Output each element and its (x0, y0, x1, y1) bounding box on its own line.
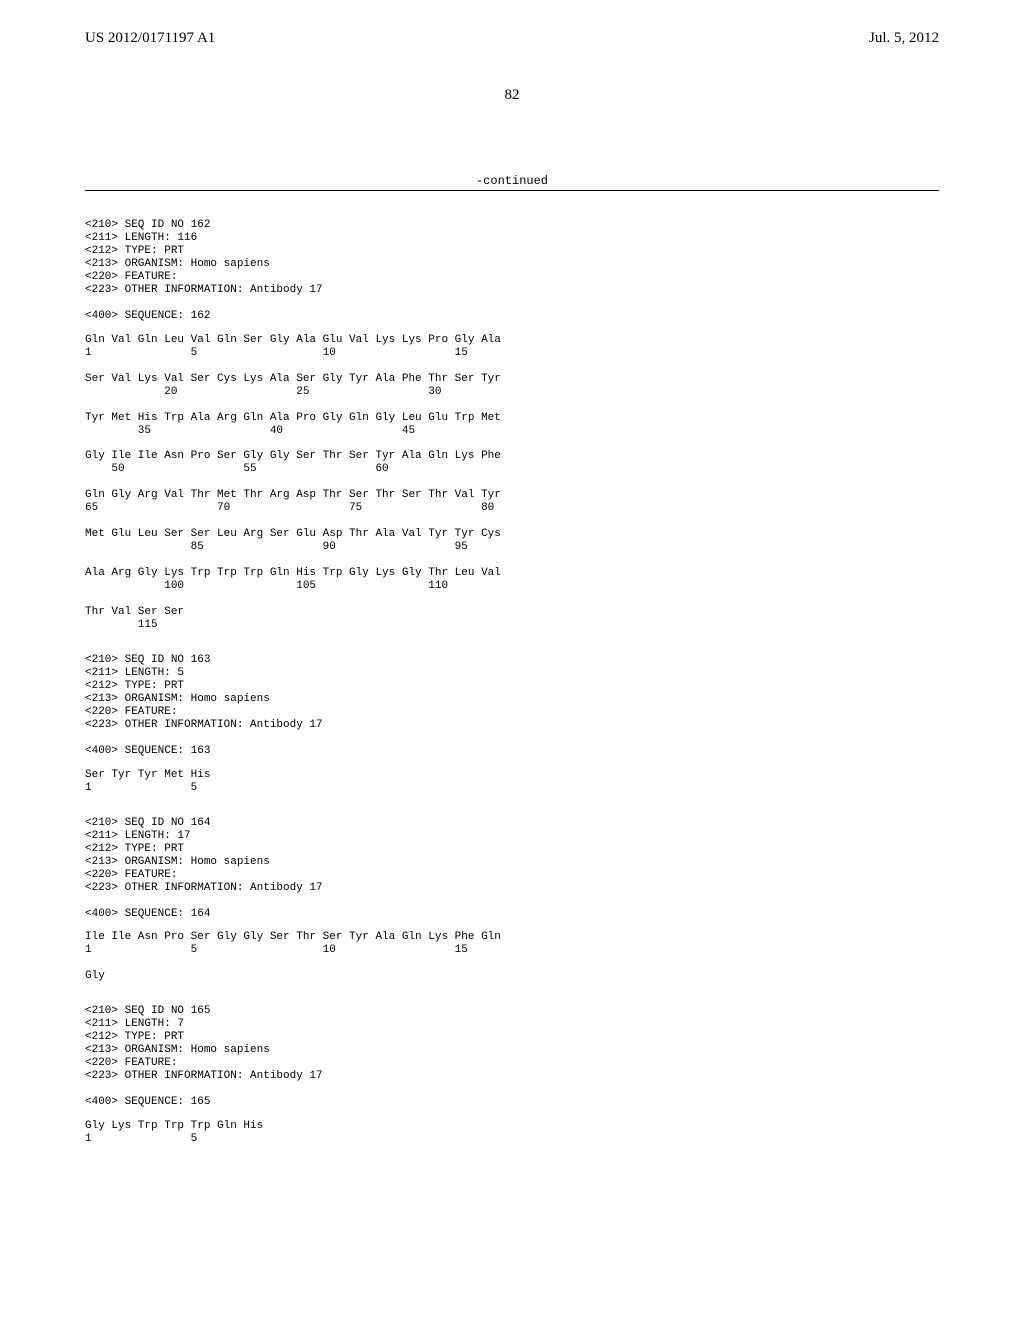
publication-date: Jul. 5, 2012 (869, 30, 939, 47)
page-header: US 2012/0171197 A1 Jul. 5, 2012 (85, 30, 939, 47)
sequence-meta: <210> SEQ ID NO 164 <211> LENGTH: 17 <21… (85, 817, 939, 921)
page-number: 82 (85, 87, 939, 104)
sequence-meta: <210> SEQ ID NO 165 <211> LENGTH: 7 <212… (85, 1005, 939, 1109)
continued-label: -continued (85, 174, 939, 188)
sequence-body: Gly Lys Trp Trp Trp Gln His 1 5 (85, 1120, 939, 1146)
sequence-body: Gln Val Gln Leu Val Gln Ser Gly Ala Glu … (85, 334, 939, 632)
sequence-entry: <210> SEQ ID NO 164 <211> LENGTH: 17 <21… (85, 817, 939, 984)
spacer (85, 1109, 939, 1120)
sequence-body: Ile Ile Asn Pro Ser Gly Gly Ser Thr Ser … (85, 931, 939, 983)
page: US 2012/0171197 A1 Jul. 5, 2012 82 -cont… (0, 0, 1024, 1320)
sequence-body: Ser Tyr Tyr Met His 1 5 (85, 769, 939, 795)
sequence-entry: <210> SEQ ID NO 163 <211> LENGTH: 5 <212… (85, 654, 939, 795)
continued-header: -continued (85, 174, 939, 191)
spacer (85, 323, 939, 334)
sequence-meta: <210> SEQ ID NO 162 <211> LENGTH: 116 <2… (85, 219, 939, 323)
sequence-meta: <210> SEQ ID NO 163 <211> LENGTH: 5 <212… (85, 654, 939, 758)
publication-number: US 2012/0171197 A1 (85, 30, 215, 47)
spacer (85, 920, 939, 931)
horizontal-rule (85, 190, 939, 191)
sequence-listing: <210> SEQ ID NO 162 <211> LENGTH: 116 <2… (85, 219, 939, 1146)
sequence-entry: <210> SEQ ID NO 162 <211> LENGTH: 116 <2… (85, 219, 939, 632)
spacer (85, 758, 939, 769)
sequence-entry: <210> SEQ ID NO 165 <211> LENGTH: 7 <212… (85, 1005, 939, 1146)
